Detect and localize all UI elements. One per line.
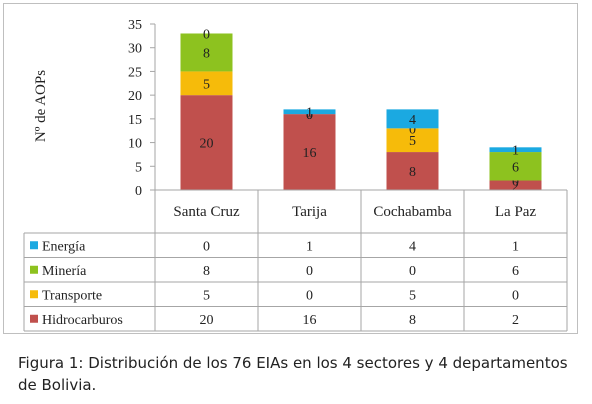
table-cell-value: 16 xyxy=(303,313,317,328)
y-tick-label: 10 xyxy=(128,137,142,152)
data-label: 16 xyxy=(303,146,317,161)
bar-segment xyxy=(489,180,542,190)
category-label: Tarija xyxy=(292,204,327,220)
data-label: 0 xyxy=(306,108,313,123)
category-label: Cochabamba xyxy=(373,204,452,220)
table-cell-value: 5 xyxy=(409,288,416,303)
bar-segment xyxy=(489,152,542,181)
table-cell-value: 0 xyxy=(306,264,313,279)
legend-key xyxy=(30,314,38,323)
caption-label: Figura 1: xyxy=(18,354,84,372)
data-label: 1 xyxy=(306,106,313,121)
caption-text: Distribución de los 76 EIAs en los 4 sec… xyxy=(18,354,568,394)
y-tick-label: 5 xyxy=(135,160,142,175)
bar-segment xyxy=(386,128,439,153)
bar-segment xyxy=(489,147,542,153)
legend-label: Energía xyxy=(42,239,86,254)
table-cell-value: 0 xyxy=(512,288,519,303)
y-tick-label: 0 xyxy=(135,184,142,199)
data-label: 6 xyxy=(512,160,519,175)
data-label: 5 xyxy=(203,77,210,92)
bar-segment xyxy=(180,95,233,190)
data-label: 20 xyxy=(200,137,214,152)
table-cell-value: 0 xyxy=(203,239,210,254)
category-label: Santa Cruz xyxy=(173,204,240,220)
chart-frame xyxy=(3,3,578,334)
data-label: 0 xyxy=(512,175,519,190)
figure-caption: Figura 1: Distribución de los 76 EIAs en… xyxy=(18,352,578,396)
y-tick-label: 25 xyxy=(128,65,142,80)
data-label: 8 xyxy=(409,165,416,180)
y-tick-label: 35 xyxy=(128,18,142,33)
data-label: 8 xyxy=(203,46,210,61)
legend-key xyxy=(30,265,38,274)
table-cell-value: 8 xyxy=(409,313,416,328)
bar-segment xyxy=(283,109,336,115)
data-label: 2 xyxy=(512,179,519,194)
table-cell-value: 20 xyxy=(200,313,214,328)
y-tick-label: 20 xyxy=(128,89,142,104)
table-cell-value: 5 xyxy=(203,288,210,303)
table-cell-value: 8 xyxy=(203,264,210,279)
bar-segment xyxy=(180,33,233,72)
y-axis-title: Nº de AOPs xyxy=(33,70,49,142)
y-tick-label: 30 xyxy=(128,42,142,57)
bar-segment xyxy=(386,109,439,129)
table-cell-value: 1 xyxy=(512,239,519,254)
table-cell-value: 4 xyxy=(409,239,416,254)
legend-label: Hidrocarburos xyxy=(42,313,123,328)
y-tick-label: 15 xyxy=(128,113,142,128)
data-label: 1 xyxy=(512,144,519,159)
data-label: 4 xyxy=(409,113,416,128)
bar-segment xyxy=(386,152,439,190)
data-label: 0 xyxy=(306,108,313,123)
table-cell-value: 1 xyxy=(306,239,313,254)
data-label: 0 xyxy=(409,122,416,137)
data-label: 0 xyxy=(203,27,210,42)
table-cell-value: 6 xyxy=(512,264,519,279)
legend-label: Minería xyxy=(42,264,87,279)
bar-segment xyxy=(180,71,233,96)
table-cell-value: 2 xyxy=(512,313,519,328)
table-cell-value: 0 xyxy=(306,288,313,303)
legend-key xyxy=(30,290,38,299)
legend-label: Transporte xyxy=(42,288,102,303)
data-label: 5 xyxy=(409,134,416,149)
bar-segment xyxy=(283,114,336,190)
table-cell-value: 0 xyxy=(409,264,416,279)
category-label: La Paz xyxy=(495,204,537,220)
legend-key xyxy=(30,241,38,250)
